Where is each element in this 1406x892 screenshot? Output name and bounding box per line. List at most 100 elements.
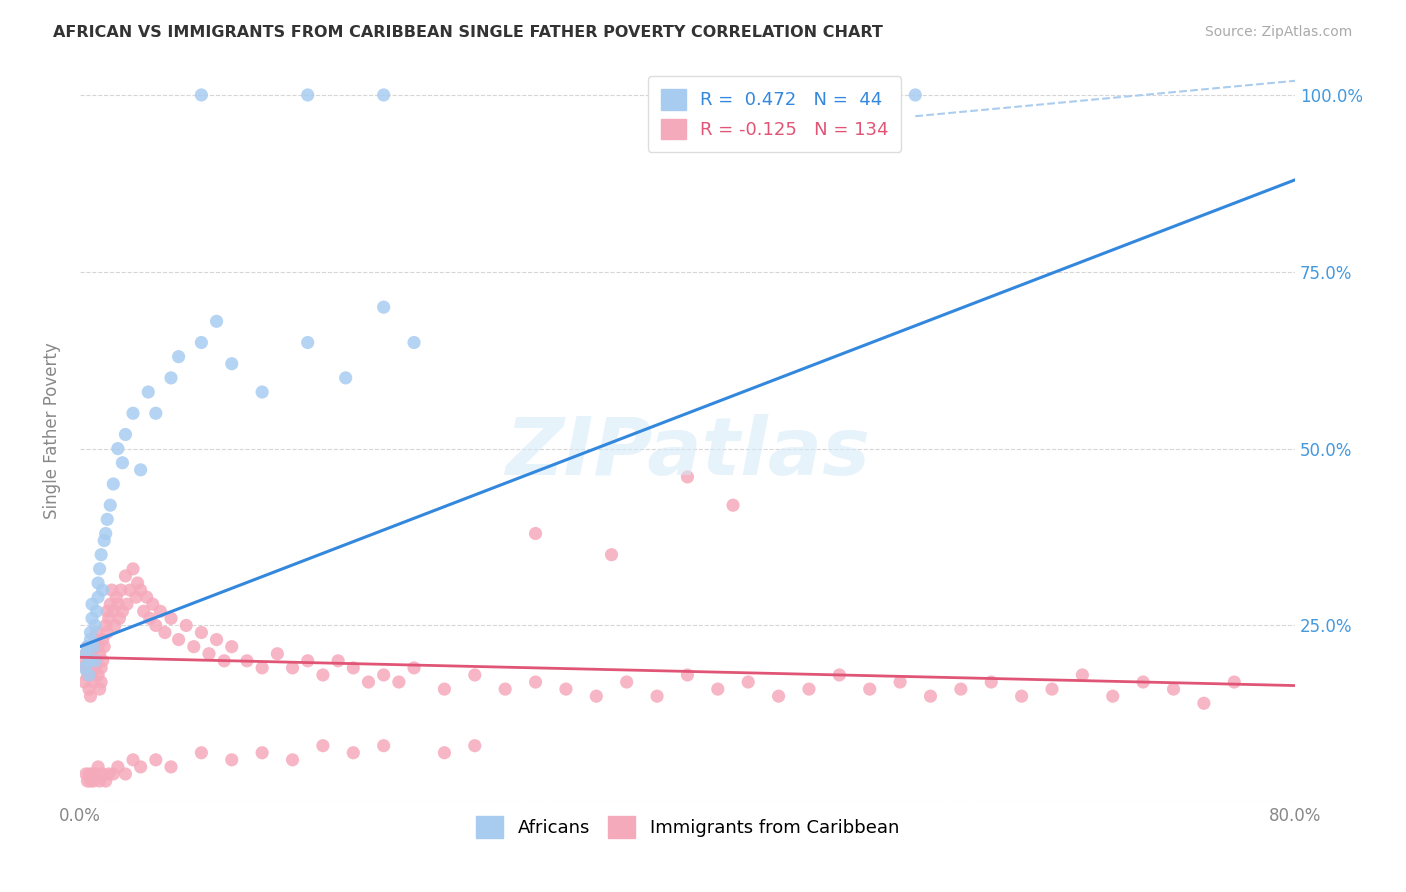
Point — [221, 357, 243, 371]
Point — [91, 583, 114, 598]
Point — [98, 498, 121, 512]
Legend: Africans, Immigrants from Caribbean: Africans, Immigrants from Caribbean — [468, 809, 905, 846]
Point — [83, 774, 105, 789]
Point — [98, 597, 121, 611]
Point — [600, 548, 623, 562]
Point — [616, 675, 638, 690]
Point — [86, 625, 108, 640]
Y-axis label: Single Father Poverty: Single Father Poverty — [44, 343, 60, 519]
Point — [107, 597, 129, 611]
Point — [859, 682, 882, 697]
Point — [828, 668, 851, 682]
Point — [707, 682, 730, 697]
Point — [94, 526, 117, 541]
Point — [79, 632, 101, 647]
Point — [79, 625, 101, 640]
Point — [89, 682, 111, 697]
Point — [83, 640, 105, 654]
Point — [127, 576, 149, 591]
Point — [136, 384, 159, 399]
Point — [167, 350, 190, 364]
Point — [122, 753, 145, 767]
Point — [129, 583, 152, 598]
Point — [198, 647, 221, 661]
Point — [84, 661, 107, 675]
Point — [107, 760, 129, 774]
Point — [721, 498, 744, 512]
Point — [115, 597, 138, 611]
Text: AFRICAN VS IMMIGRANTS FROM CARIBBEAN SINGLE FATHER POVERTY CORRELATION CHART: AFRICAN VS IMMIGRANTS FROM CARIBBEAN SIN… — [53, 25, 883, 40]
Point — [97, 611, 120, 625]
Point — [737, 675, 759, 690]
Point — [129, 463, 152, 477]
Point — [142, 597, 165, 611]
Point — [93, 533, 115, 548]
Point — [90, 548, 112, 562]
Point — [84, 654, 107, 668]
Point — [90, 675, 112, 690]
Point — [84, 767, 107, 781]
Point — [250, 661, 273, 675]
Point — [281, 661, 304, 675]
Point — [1192, 696, 1215, 710]
Point — [129, 760, 152, 774]
Point — [281, 753, 304, 767]
Point — [73, 661, 96, 675]
Point — [373, 87, 395, 102]
Point — [464, 739, 486, 753]
Point — [80, 767, 103, 781]
Point — [103, 604, 125, 618]
Point — [91, 632, 114, 647]
Point — [94, 774, 117, 789]
Point — [87, 576, 110, 591]
Point — [139, 611, 162, 625]
Point — [75, 661, 97, 675]
Point — [768, 689, 790, 703]
Point — [676, 668, 699, 682]
Point — [76, 640, 98, 654]
Point — [87, 590, 110, 604]
Text: ZIPatlas: ZIPatlas — [505, 414, 870, 492]
Point — [103, 767, 125, 781]
Point — [980, 675, 1002, 690]
Point — [80, 647, 103, 661]
Point — [312, 668, 335, 682]
Point — [114, 427, 136, 442]
Point — [84, 618, 107, 632]
Point — [297, 335, 319, 350]
Point — [73, 654, 96, 668]
Point — [920, 689, 942, 703]
Point — [160, 371, 183, 385]
Point — [104, 618, 127, 632]
Point — [297, 87, 319, 102]
Point — [75, 647, 97, 661]
Point — [122, 562, 145, 576]
Point — [190, 335, 212, 350]
Point — [145, 753, 167, 767]
Point — [676, 470, 699, 484]
Point — [236, 654, 259, 668]
Point — [524, 526, 547, 541]
Point — [89, 774, 111, 789]
Point — [76, 774, 98, 789]
Point — [75, 767, 97, 781]
Point — [76, 640, 98, 654]
Point — [94, 618, 117, 632]
Point — [76, 668, 98, 682]
Point — [77, 668, 100, 682]
Point — [122, 406, 145, 420]
Point — [183, 640, 205, 654]
Point — [79, 689, 101, 703]
Point — [433, 746, 456, 760]
Text: Source: ZipAtlas.com: Source: ZipAtlas.com — [1205, 25, 1353, 39]
Point — [103, 477, 125, 491]
Point — [1132, 675, 1154, 690]
Point — [889, 675, 911, 690]
Point — [205, 314, 228, 328]
Point — [90, 661, 112, 675]
Point — [111, 456, 134, 470]
Point — [190, 625, 212, 640]
Point — [160, 760, 183, 774]
Point — [645, 689, 668, 703]
Point — [1011, 689, 1033, 703]
